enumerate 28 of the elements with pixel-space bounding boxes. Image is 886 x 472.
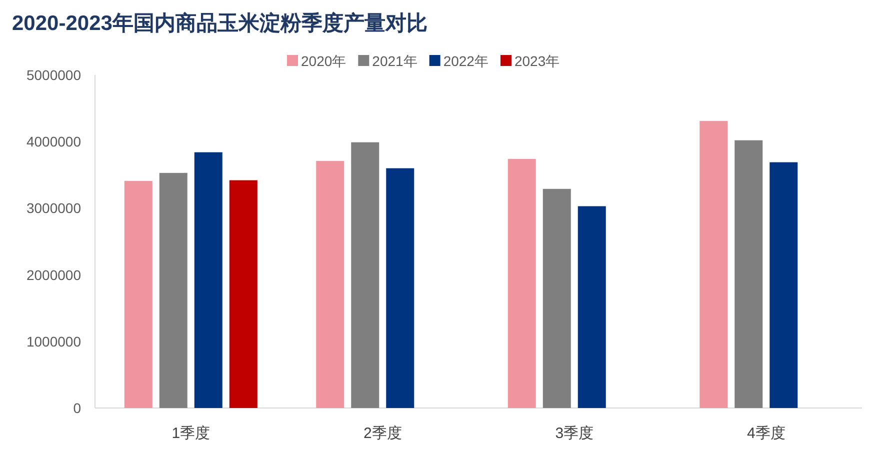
bar	[229, 180, 258, 408]
y-tick-label: 0	[73, 400, 82, 416]
legend-label: 2023年	[514, 53, 560, 69]
bar	[578, 206, 606, 408]
y-tick-label: 1000000	[26, 333, 82, 350]
bar	[770, 162, 798, 408]
legend-label: 2020年	[301, 53, 346, 69]
legend-label: 2022年	[443, 53, 488, 69]
y-tick-label: 5000000	[26, 67, 82, 83]
bar	[159, 172, 188, 408]
x-tick-label: 3季度	[555, 425, 594, 442]
bar	[124, 180, 152, 408]
legend-label: 2021年	[372, 53, 418, 69]
chart-title: 2020-2023年国内商品玉米淀粉季度产量对比	[12, 11, 428, 35]
bar	[700, 120, 728, 408]
y-tick-label: 2000000	[26, 266, 82, 283]
x-tick-label: 1季度	[172, 425, 210, 442]
bar	[386, 168, 414, 408]
y-tick-label: 4000000	[26, 134, 82, 150]
x-tick-label: 4季度	[746, 425, 786, 442]
bar	[194, 152, 222, 408]
bar	[542, 188, 571, 408]
bar	[351, 142, 380, 408]
bar	[734, 140, 763, 408]
bar	[316, 160, 344, 408]
bar	[508, 158, 536, 408]
y-tick-label: 3000000	[26, 200, 82, 216]
x-tick-label: 2季度	[363, 425, 402, 442]
